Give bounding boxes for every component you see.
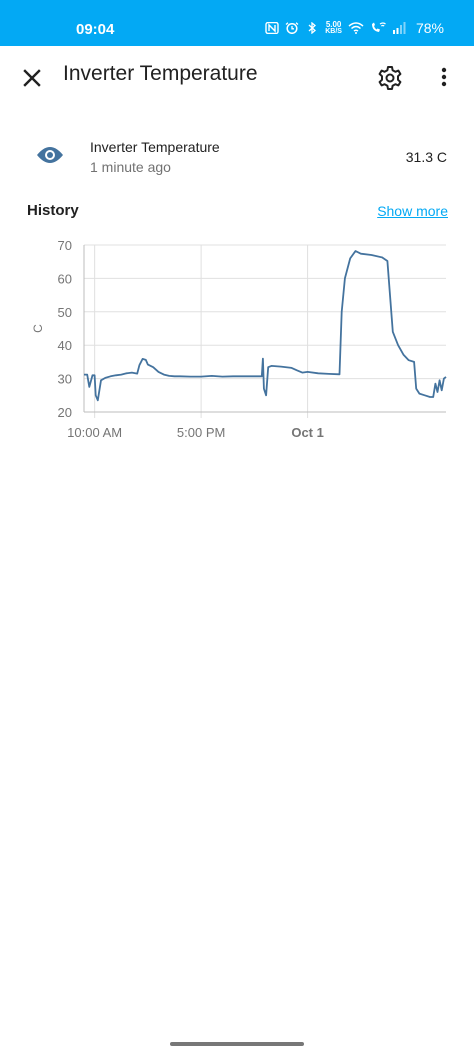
y-tick-label: 40 xyxy=(58,338,72,353)
app-bar: Inverter Temperature xyxy=(0,46,474,106)
network-speed-value: 5.00 xyxy=(325,20,342,29)
x-tick-label: 10:00 AM xyxy=(67,425,122,440)
more-options-icon[interactable] xyxy=(434,64,454,92)
home-indicator[interactable] xyxy=(170,1042,304,1046)
close-icon[interactable] xyxy=(18,64,46,92)
entity-name: Inverter Temperature xyxy=(90,139,220,155)
history-chart: 20 30 40 50 60 70 10:00 AM 5:00 PM Oct 1 C xyxy=(31,238,447,440)
network-speed-unit: KB/S xyxy=(325,28,342,35)
status-time: 09:04 xyxy=(76,21,115,38)
signal-icon xyxy=(392,22,406,34)
wifi-calling-icon xyxy=(371,22,386,32)
wifi-icon xyxy=(348,22,364,34)
y-tick-label: 50 xyxy=(58,305,72,320)
battery-level: 78% xyxy=(415,20,444,36)
entity-last-changed: 1 minute ago xyxy=(90,159,171,175)
status-icons: 5.00 KB/S 78% xyxy=(265,20,444,36)
page-title: Inverter Temperature xyxy=(63,62,258,85)
y-axis-label: C xyxy=(31,324,45,333)
bluetooth-icon xyxy=(308,22,317,34)
series-line xyxy=(84,250,447,402)
entity-row[interactable]: Inverter Temperature 1 minute ago 31.3 C xyxy=(0,125,474,185)
history-heading: History xyxy=(27,202,79,219)
eye-icon xyxy=(37,147,63,163)
show-more-link[interactable]: Show more xyxy=(377,203,448,219)
y-tick-label: 30 xyxy=(58,372,72,387)
y-tick-label: 70 xyxy=(58,238,72,253)
status-bar: 09:04 5.00 KB/S xyxy=(0,0,474,46)
x-tick-label: Oct 1 xyxy=(291,425,324,440)
y-tick-label: 20 xyxy=(58,405,72,420)
network-speed: 5.00 KB/S xyxy=(325,20,342,36)
entity-state: 31.3 C xyxy=(405,149,447,165)
y-tick-label: 60 xyxy=(58,271,72,286)
alarm-icon xyxy=(285,22,299,34)
x-tick-label: 5:00 PM xyxy=(177,425,225,440)
gear-icon[interactable] xyxy=(376,64,404,92)
nfc-icon xyxy=(265,22,279,34)
